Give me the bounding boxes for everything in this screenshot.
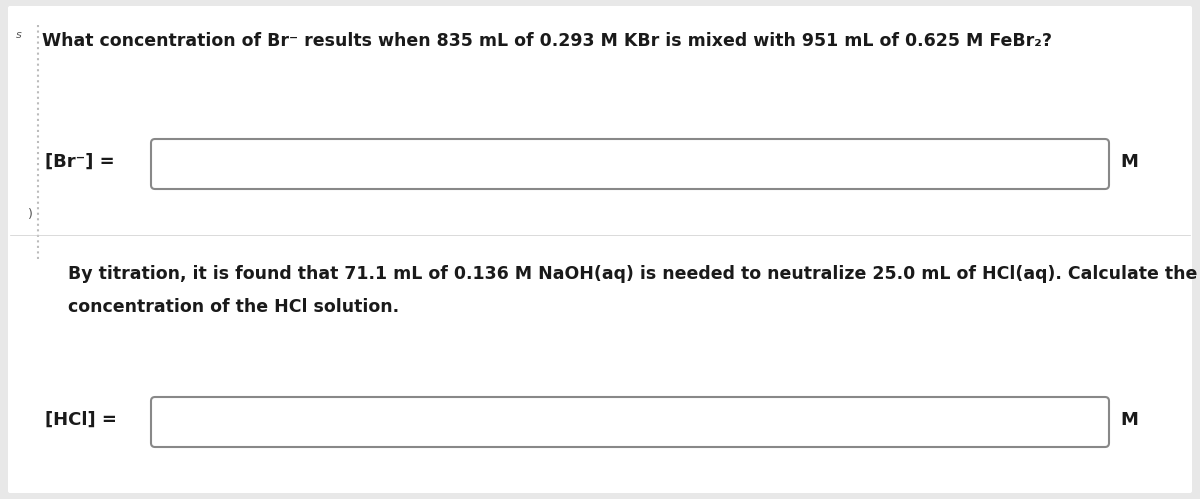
- Text: What concentration of Br⁻ results when 835 mL of 0.293 M KBr is mixed with 951 m: What concentration of Br⁻ results when 8…: [42, 32, 1052, 50]
- Text: By titration, it is found that 71.1 mL of 0.136 M NaOH(aq) is needed to neutrali: By titration, it is found that 71.1 mL o…: [68, 265, 1198, 283]
- Text: concentration of the HCl solution.: concentration of the HCl solution.: [68, 298, 400, 316]
- Text: [HCl] =: [HCl] =: [46, 411, 116, 429]
- Text: M: M: [1120, 411, 1138, 429]
- FancyBboxPatch shape: [8, 6, 1192, 493]
- FancyBboxPatch shape: [151, 397, 1109, 447]
- FancyBboxPatch shape: [151, 139, 1109, 189]
- Text: M: M: [1120, 153, 1138, 171]
- Text: ): ): [28, 208, 32, 221]
- Text: s: s: [16, 30, 22, 40]
- Text: [Br⁻] =: [Br⁻] =: [46, 153, 115, 171]
